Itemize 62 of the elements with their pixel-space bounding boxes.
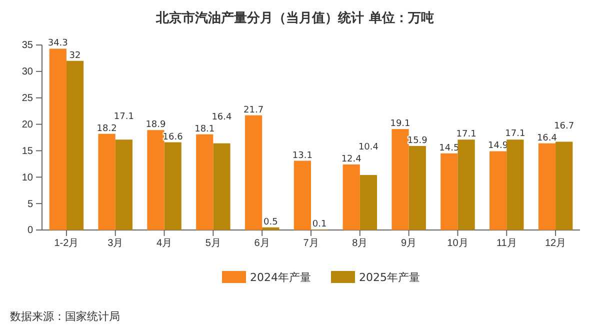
x-tick-label: 12月	[544, 238, 566, 250]
bar	[556, 142, 573, 230]
bar	[490, 151, 507, 230]
x-tick-label: 1-2月	[54, 238, 79, 250]
bar	[408, 146, 426, 230]
source-note: 数据来源：国家统计局	[10, 310, 120, 323]
data-label: 12.4	[341, 154, 362, 164]
bar	[244, 115, 262, 230]
data-label: 34.3	[48, 38, 68, 49]
data-label: 17.1	[456, 130, 476, 140]
bar	[392, 129, 409, 230]
data-label: 10.4	[358, 142, 379, 152]
bar	[164, 142, 182, 230]
x-tick-label: 11月	[496, 238, 517, 250]
data-label: 17.1	[505, 129, 526, 140]
bar	[262, 227, 280, 230]
bar	[440, 153, 458, 230]
y-tick-label: 35	[22, 40, 34, 52]
y-tick-label: 25	[22, 93, 34, 104]
chart-title: 北京市汽油产量分月（当月值）统计 单位：万吨	[155, 10, 434, 26]
y-tick-label: 15	[22, 146, 34, 157]
x-tick-label: 6月	[254, 238, 270, 250]
bar	[538, 143, 556, 230]
data-label: 16.4	[212, 112, 232, 122]
data-label: 18.9	[146, 120, 166, 130]
data-label: 16.4	[536, 133, 558, 144]
y-tick-label: 30	[22, 66, 34, 78]
data-label: 32	[69, 50, 81, 61]
x-tick-label: 10月	[447, 238, 468, 250]
y-tick-label: 0	[27, 225, 34, 236]
bar	[294, 160, 311, 230]
bar	[213, 143, 230, 230]
x-tick-label: 9月	[401, 238, 417, 250]
x-tick-label: 5月	[205, 238, 221, 250]
data-label: 13.1	[292, 150, 312, 161]
bar	[360, 175, 378, 230]
data-label: 18.1	[194, 124, 215, 134]
bar	[506, 140, 524, 230]
data-label: 19.1	[390, 119, 410, 130]
x-tick-label: 4月	[156, 238, 172, 250]
legend-label: 2024年产量	[250, 271, 311, 284]
y-tick-label: 10	[22, 172, 34, 184]
legend-label: 2025年产量	[359, 271, 420, 284]
bar	[66, 60, 84, 230]
data-label: 0.1	[312, 219, 327, 230]
bar	[458, 140, 475, 230]
x-tick-label: 3月	[108, 238, 124, 250]
data-label: 18.2	[96, 124, 117, 134]
data-label: 21.7	[244, 105, 264, 116]
bar	[342, 164, 360, 230]
x-tick-label: 7月	[303, 238, 319, 250]
x-tick-label: 8月	[352, 238, 368, 250]
data-label: 17.1	[114, 112, 134, 122]
data-label: 16.7	[554, 121, 574, 132]
bar	[196, 134, 214, 230]
bar	[98, 134, 116, 230]
data-label: 0.5	[263, 217, 278, 228]
bar	[49, 48, 66, 230]
y-tick-label: 5	[27, 198, 34, 210]
bar	[147, 130, 164, 230]
y-tick-label: 20	[22, 119, 34, 130]
bar	[115, 140, 132, 230]
